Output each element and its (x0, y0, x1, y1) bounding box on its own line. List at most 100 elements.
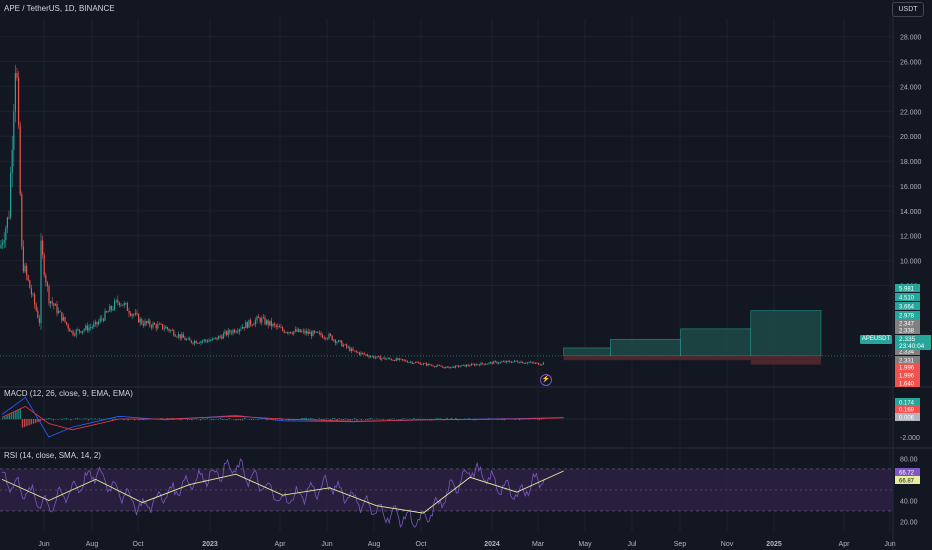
candle-body (416, 362, 418, 363)
rsi-y-tick: 80.00 (900, 456, 918, 463)
candle-body (226, 331, 228, 336)
candle-body (176, 336, 178, 338)
price-label: 2.338 (899, 329, 915, 335)
candle-body (378, 356, 380, 358)
x-tick-label: Aug (86, 541, 99, 548)
candle-body (392, 360, 394, 361)
macd-histogram-bar (305, 417, 307, 420)
macd-histogram-bar (26, 419, 28, 427)
macd-histogram-bar (48, 418, 50, 420)
candle-body (128, 310, 130, 314)
macd-histogram-bar (281, 419, 283, 421)
candle-body (357, 351, 359, 353)
macd-histogram-bar (228, 418, 230, 420)
candle-body (149, 320, 151, 326)
y-tick-label: 14.000 (900, 209, 922, 216)
macd-histogram-bar (404, 418, 406, 420)
candle-body (477, 364, 479, 366)
candle-body (314, 330, 316, 333)
macd-histogram-bar (87, 419, 90, 421)
rsi-value: 66.87 (899, 479, 915, 485)
candle-body (243, 326, 245, 329)
macd-histogram-bar (338, 418, 340, 420)
macd-histogram-bar (189, 419, 191, 420)
x-tick-label: Sep (674, 541, 687, 548)
macd-histogram-bar (389, 419, 391, 421)
macd-histogram-bar (411, 419, 413, 420)
macd-histogram-bar (354, 418, 356, 420)
candle-body (317, 331, 319, 333)
macd-histogram-bar (417, 418, 420, 420)
macd-histogram-bar (39, 419, 41, 422)
candle-body (30, 288, 32, 295)
rsi-line (1, 458, 545, 529)
candle-body (504, 361, 506, 363)
macd-histogram-bar (211, 419, 213, 421)
candle-body (282, 327, 284, 331)
candle-body (411, 361, 413, 364)
macd-histogram-bar (46, 418, 48, 420)
macd-histogram-bar (446, 417, 448, 420)
candle-body (173, 330, 175, 336)
macd-histogram-bar (21, 419, 24, 428)
macd-value: 0.006 (899, 416, 915, 422)
candle-body (435, 365, 437, 367)
macd-histogram-bar (325, 418, 327, 420)
candle-body (26, 265, 28, 276)
macd-histogram-bar (37, 419, 39, 423)
macd-histogram-bar (356, 419, 358, 421)
candle-body (326, 338, 328, 340)
macd-histogram-bar (349, 419, 351, 421)
candle-body (181, 334, 183, 339)
candle-body (72, 330, 74, 335)
lightning-icon[interactable]: ⚡ (540, 374, 552, 386)
candle-body (107, 311, 109, 313)
x-tick-label: Jun (321, 541, 332, 548)
candle-body (102, 319, 104, 321)
candle-body (338, 340, 340, 342)
candle-body (250, 319, 252, 325)
candle-body (294, 329, 296, 332)
candle-body (354, 350, 356, 352)
macd-histogram-bar (83, 418, 85, 420)
candle-body (464, 364, 466, 367)
currency-button[interactable]: USDT (892, 2, 924, 17)
candle-body (286, 332, 288, 334)
candle-body (214, 337, 216, 339)
candle-body (205, 339, 207, 341)
candle-body (245, 322, 247, 329)
candle-body (67, 324, 69, 329)
price-label-bg (895, 319, 920, 327)
candle-body (69, 328, 71, 332)
candle-body (208, 340, 210, 342)
candle-body (397, 358, 399, 360)
candle-body (482, 362, 484, 364)
macd-histogram-bar (376, 418, 378, 420)
y-tick-label: 28.000 (900, 35, 922, 42)
candle-body (384, 357, 386, 360)
price-label-bg (895, 379, 920, 387)
macd-histogram-bar (301, 418, 303, 420)
candle-body (333, 339, 335, 341)
candle-body (75, 329, 77, 336)
candle-body (270, 320, 272, 327)
candle-body (202, 340, 204, 342)
macd-histogram-bar (35, 419, 37, 423)
candle-body (474, 364, 476, 366)
price-label-bg (895, 284, 920, 292)
candle-body (136, 312, 138, 315)
candle-body (291, 333, 293, 334)
macd-histogram-bar (439, 418, 442, 420)
candle-body (370, 356, 372, 358)
candle-body (533, 362, 535, 364)
macd-histogram-bar (101, 419, 103, 420)
candle-body (258, 316, 260, 319)
candle-body (387, 358, 389, 359)
candle-body (179, 334, 181, 339)
y-tick-label: 22.000 (900, 109, 922, 116)
candle-body (70, 330, 72, 332)
candle-body (61, 312, 63, 321)
candle-body (509, 361, 511, 363)
candle-body (363, 353, 365, 355)
